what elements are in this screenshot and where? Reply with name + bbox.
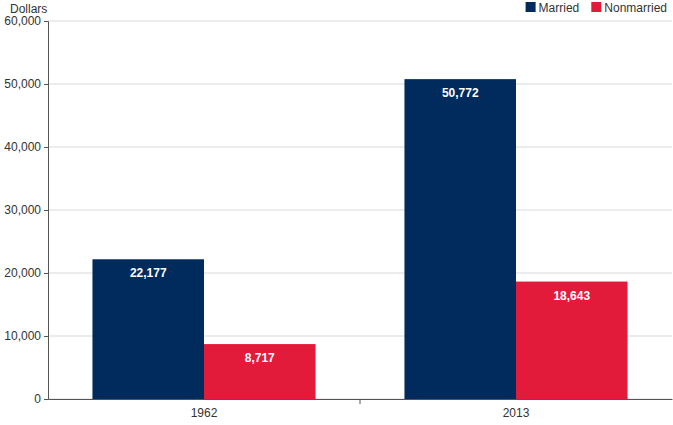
y-axis-title: Dollars bbox=[10, 2, 47, 16]
x-tick: 1962 bbox=[191, 399, 218, 420]
x-tick-label: 1962 bbox=[191, 406, 218, 420]
grid-line bbox=[48, 21, 672, 22]
x-tick: 2013 bbox=[503, 399, 530, 420]
grid bbox=[48, 21, 672, 399]
y-axis-line bbox=[44, 22, 49, 400]
y-tick: 30,000 bbox=[4, 203, 48, 217]
grid-line bbox=[48, 147, 672, 148]
bar bbox=[404, 79, 516, 399]
y-tick-label: 0 bbox=[34, 392, 41, 406]
y-tick-mark bbox=[44, 273, 48, 274]
y-tick-mark bbox=[44, 147, 48, 148]
bar bbox=[516, 282, 628, 399]
y-tick: 0 bbox=[34, 392, 48, 406]
data-label: 8,717 bbox=[245, 351, 275, 365]
data-label: 50,772 bbox=[442, 86, 479, 100]
grid-line bbox=[48, 84, 672, 85]
y-tick-mark bbox=[44, 84, 48, 85]
y-tick-label: 10,000 bbox=[4, 329, 41, 343]
legend-item: Nonmarried bbox=[591, 1, 667, 15]
grid-line bbox=[48, 210, 672, 211]
data-labels: 22,177 50,772 8,717 18,643 bbox=[130, 86, 591, 365]
y-tick: 60,000 bbox=[4, 14, 48, 28]
y-tick-label: 30,000 bbox=[4, 203, 41, 217]
legend-label: Nonmarried bbox=[604, 1, 667, 15]
y-tick: 40,000 bbox=[4, 140, 48, 154]
category-separator bbox=[360, 399, 361, 404]
y-tick: 50,000 bbox=[4, 77, 48, 91]
legend: Married Nonmarried bbox=[526, 1, 667, 15]
y-tick: 20,000 bbox=[4, 266, 48, 280]
y-tick-label: 60,000 bbox=[4, 14, 41, 28]
x-axis: 1962 2013 bbox=[49, 399, 673, 420]
legend-item: Married bbox=[526, 1, 580, 15]
data-label: 22,177 bbox=[130, 266, 167, 280]
legend-swatch bbox=[526, 2, 536, 12]
bars bbox=[92, 79, 627, 399]
y-tick-label: 20,000 bbox=[4, 266, 41, 280]
y-tick-mark bbox=[44, 210, 48, 211]
y-tick-mark bbox=[44, 21, 48, 22]
y-tick-mark bbox=[44, 399, 48, 400]
x-tick-label: 2013 bbox=[503, 406, 530, 420]
y-tick-mark bbox=[44, 336, 48, 337]
y-tick-label: 40,000 bbox=[4, 140, 41, 154]
legend-label: Married bbox=[539, 1, 580, 15]
legend-swatch bbox=[591, 2, 601, 12]
y-tick-label: 50,000 bbox=[4, 77, 41, 91]
chart: 22,177 50,772 8,717 18,643 0 10,000 20,000 30,0… bbox=[0, 0, 673, 425]
bar bbox=[92, 259, 204, 399]
y-tick: 10,000 bbox=[4, 329, 48, 343]
data-label: 18,643 bbox=[553, 289, 590, 303]
bar bbox=[204, 344, 316, 399]
y-axis: 0 10,000 20,000 30,000 40,000 50,000 60,000 bbox=[4, 14, 48, 406]
